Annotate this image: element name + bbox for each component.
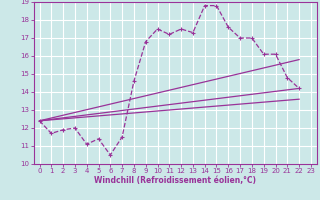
X-axis label: Windchill (Refroidissement éolien,°C): Windchill (Refroidissement éolien,°C) <box>94 176 256 185</box>
